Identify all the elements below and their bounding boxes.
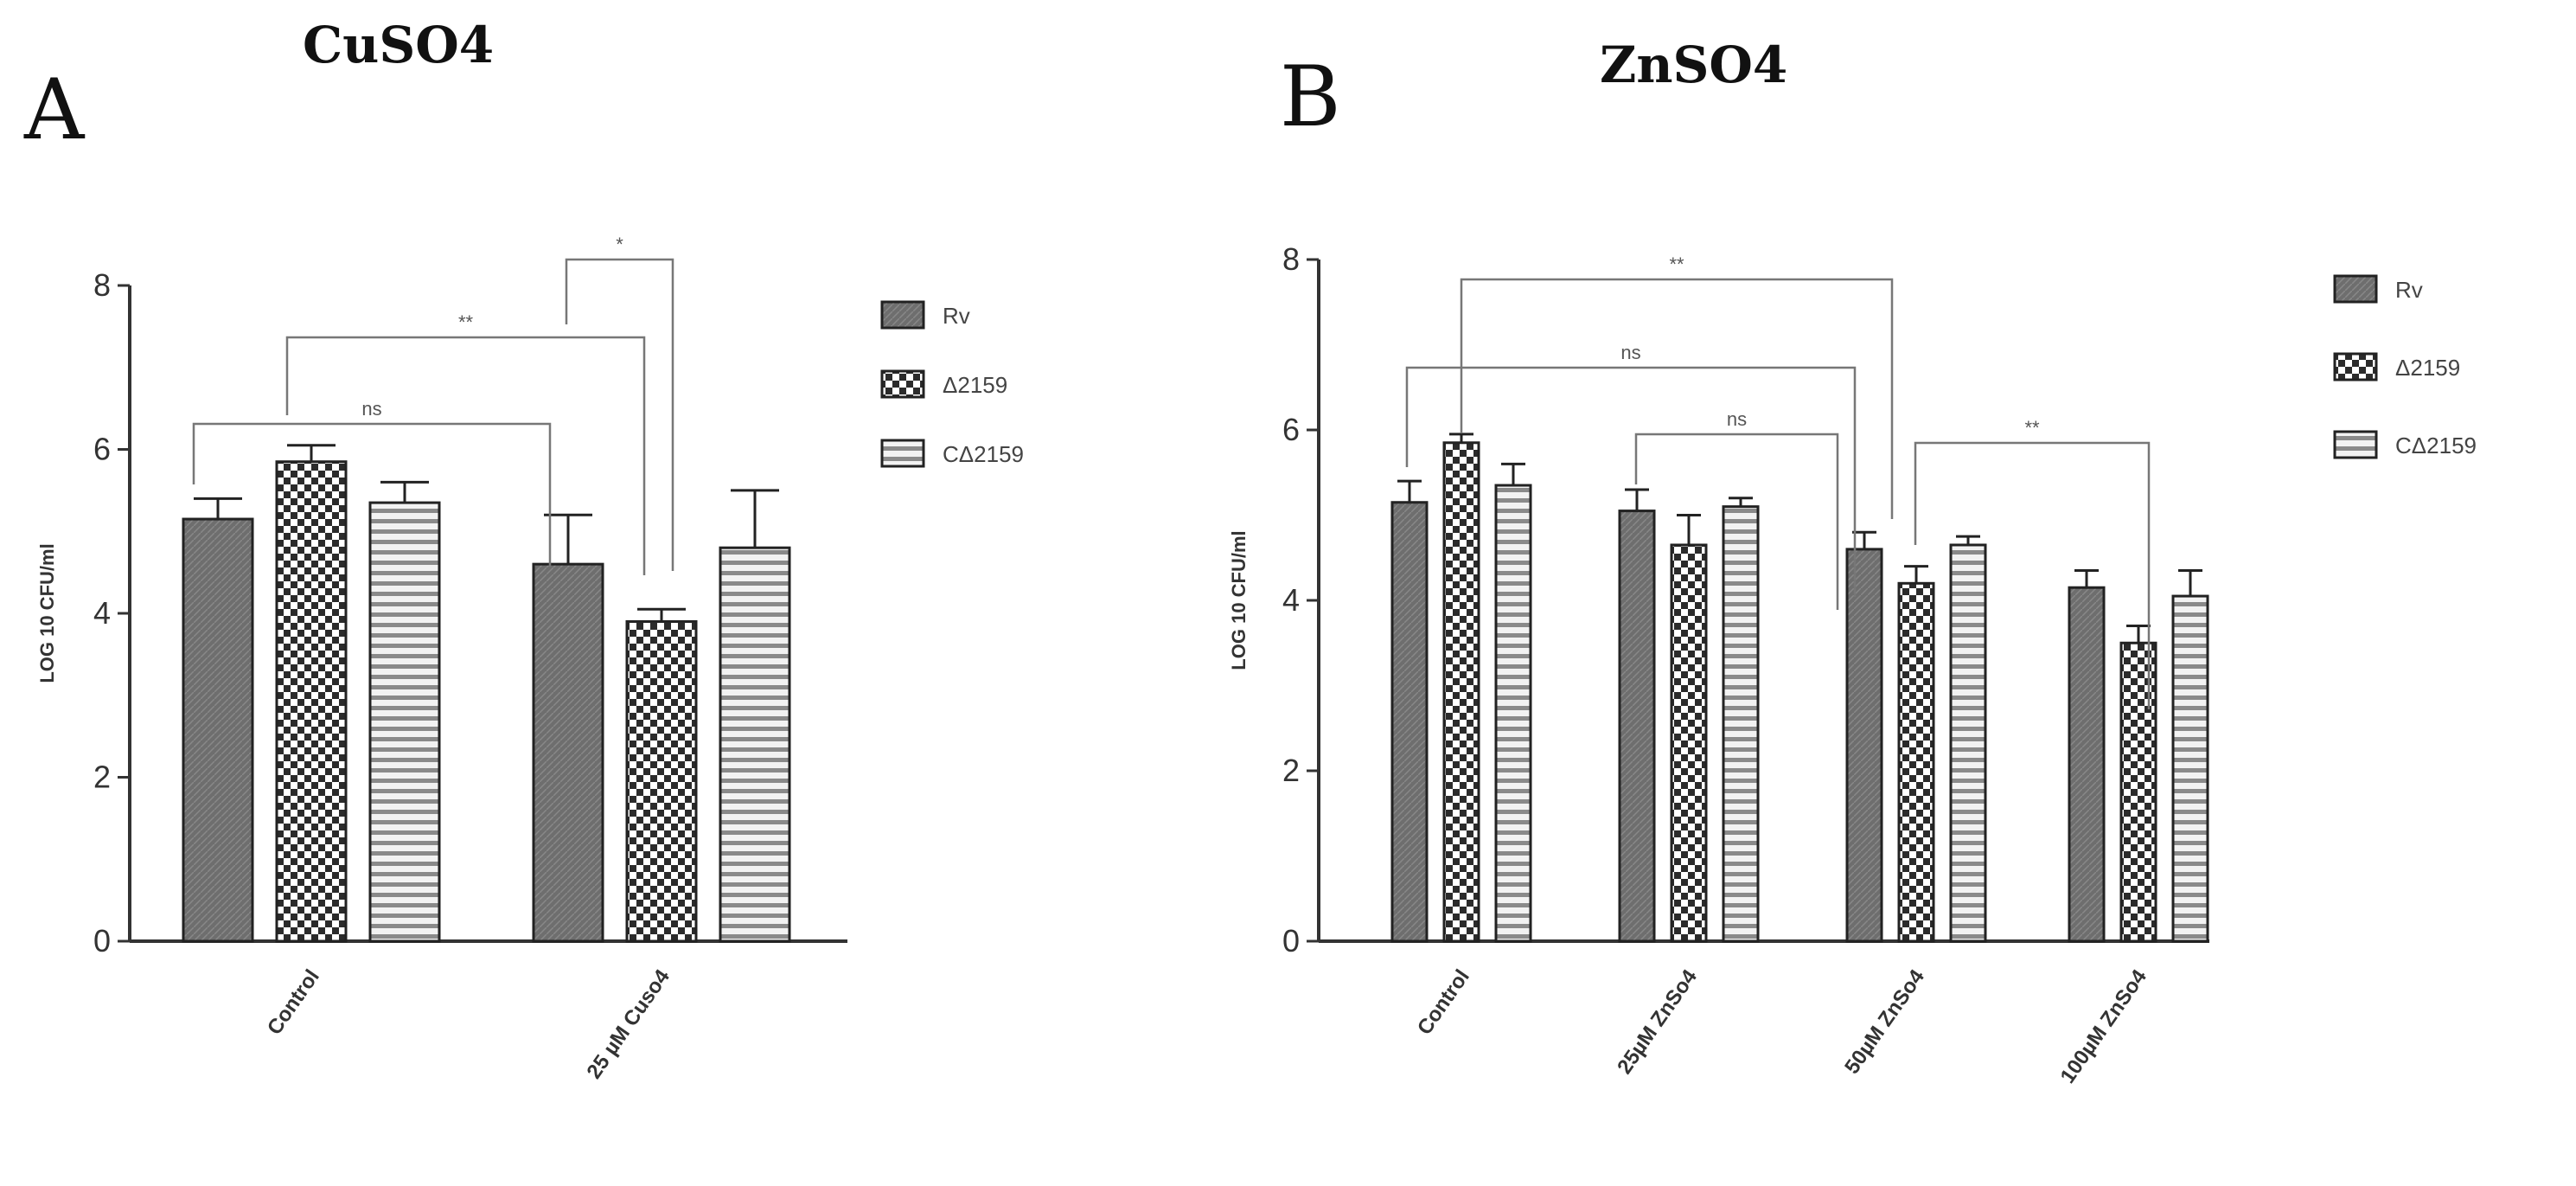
- legend-swatch: [880, 300, 925, 330]
- legend-b: Rv Δ2159 CΔ2159: [2333, 274, 2477, 459]
- y-axis-label: LOG 10 CFU/ml: [36, 543, 58, 683]
- bar: [1442, 441, 1480, 943]
- panel-b: B ZnSO4 0 2 4 6 8 LOG 10 CFU/ml Control 25µM Zn…: [1228, 35, 2477, 1087]
- bar: [1670, 543, 1708, 943]
- bar: [2119, 641, 2157, 943]
- significance-label: ns: [1727, 408, 1747, 430]
- y-tick-label: 8: [1282, 241, 1300, 277]
- legend-swatch: [2333, 430, 2378, 459]
- significance-bracket: [1460, 278, 1894, 519]
- y-axis-label: LOG 10 CFU/ml: [1228, 530, 1250, 670]
- bar: [2068, 586, 2106, 943]
- legend-swatch: [880, 439, 925, 468]
- legend-label: Rv: [2395, 277, 2423, 303]
- legend-swatch: [2333, 274, 2378, 304]
- y-tick-label: 4: [93, 595, 111, 631]
- panel-a: A CuSO4 0 2 4 6 8 LOG 10 CFU/ml Control 25 µM C…: [23, 16, 1024, 1083]
- legend-label: CΔ2159: [943, 441, 1024, 467]
- category-label: 25µM ZnSo4: [1613, 965, 1702, 1078]
- panel-b-letter: B: [1280, 48, 1341, 145]
- bar: [1618, 510, 1656, 943]
- bar: [2171, 594, 2209, 943]
- significance-label: **: [458, 311, 474, 333]
- category-label: Control: [1413, 965, 1474, 1039]
- legend-a: Rv Δ2159 CΔ2159: [880, 300, 1024, 468]
- bar: [1845, 548, 1883, 943]
- significance-label: **: [2024, 417, 2040, 439]
- significance-label: **: [1669, 253, 1684, 275]
- legend-swatch: [2333, 352, 2378, 381]
- significance-label: ns: [361, 398, 381, 420]
- bar: [625, 619, 698, 943]
- y-tick-label: 4: [1282, 582, 1300, 618]
- bar: [182, 517, 254, 943]
- category-label: Control: [263, 965, 324, 1039]
- significance-bracket: [565, 258, 674, 571]
- y-tick-label: 8: [93, 267, 111, 303]
- bar: [1722, 505, 1760, 943]
- legend-label: CΔ2159: [2395, 433, 2477, 458]
- y-tick-label: 0: [93, 923, 111, 958]
- y-tick-label: 2: [1282, 753, 1300, 788]
- bar: [1494, 484, 1532, 943]
- significance-bracket: [1914, 441, 2151, 709]
- significance-bracket: [1634, 433, 1839, 610]
- bar: [1949, 543, 1987, 943]
- bar: [1897, 581, 1935, 943]
- panel-a-title: CuSO4: [303, 16, 494, 74]
- bar: [275, 460, 348, 943]
- panel-a-letter: A: [23, 61, 86, 158]
- legend-label: Δ2159: [943, 372, 1007, 398]
- y-tick-label: 6: [1282, 412, 1300, 447]
- category-label: 100µM ZnSo4: [2056, 965, 2152, 1087]
- y-tick-label: 0: [1282, 923, 1300, 958]
- y-tick-label: 6: [93, 432, 111, 467]
- significance-bracket: [285, 336, 646, 575]
- category-label: 50µM ZnSo4: [1840, 965, 1929, 1078]
- bar: [1390, 501, 1429, 943]
- significance-label: ns: [1620, 342, 1640, 363]
- significance-bracket: [1405, 366, 1857, 597]
- significance-label: *: [616, 234, 623, 255]
- panel-b-title: ZnSO4: [1600, 35, 1787, 94]
- plot-b: 0 2 4 6 8 LOG 10 CFU/ml Control 25µM ZnSo4 50µM …: [1228, 241, 2209, 1087]
- legend-label: Δ2159: [2395, 355, 2460, 381]
- y-tick-label: 2: [93, 760, 111, 795]
- bar: [719, 546, 791, 943]
- legend-label: Rv: [943, 303, 970, 329]
- bar: [532, 562, 604, 943]
- significance-bracket: [192, 422, 552, 567]
- bar: [368, 501, 441, 943]
- legend-swatch: [880, 369, 925, 399]
- category-label: 25 µM Cuso4: [582, 965, 674, 1083]
